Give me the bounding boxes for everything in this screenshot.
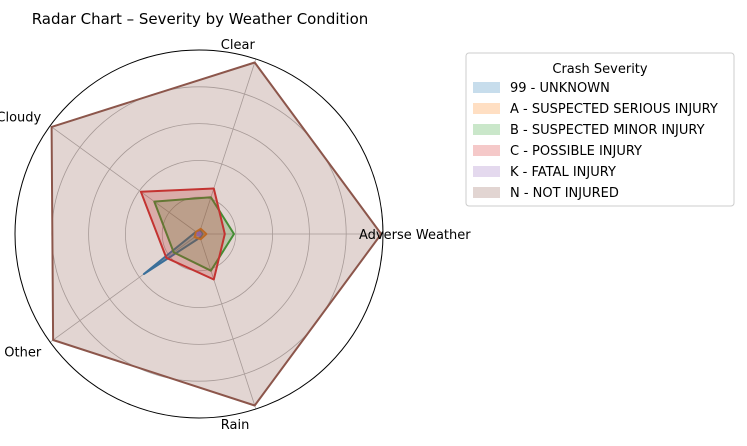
series-line-1 [142, 229, 204, 275]
legend-label-6: N - NOT INJURED [510, 186, 619, 201]
series-line-4 [139, 187, 226, 281]
legend-swatch-2 [473, 103, 500, 114]
legend-label-1: 99 - UNKNOWN [510, 81, 610, 96]
legend-swatch-6 [473, 187, 500, 198]
grid-spoke-5 [198, 233, 257, 410]
legend-title: Crash Severity [552, 62, 648, 77]
series-fill-6 [51, 62, 382, 406]
legend-frame [465, 52, 735, 207]
chart-title: Radar Chart – Severity by Weather Condit… [32, 10, 369, 28]
radar-series [50, 61, 383, 407]
legend: Crash Severity 99 - UNKNOWN A - SUSPECTED… [465, 52, 735, 207]
polar-frame [14, 49, 384, 419]
series-fill-4 [140, 188, 225, 280]
legend-swatch-4 [473, 145, 500, 156]
legend-swatch-3 [473, 124, 500, 135]
series-line-6 [50, 61, 383, 407]
legend-label-5: K - FATAL INJURY [510, 165, 616, 180]
legend-label-3: B - SUSPECTED MINOR INJURY [510, 123, 705, 138]
series-line-2 [193, 227, 208, 241]
legend-swatch-5 [473, 166, 500, 177]
axis-label-2: Clear [221, 38, 256, 53]
legend-label-2: A - SUSPECTED SERIOUS INJURY [510, 102, 718, 117]
legend-items: 99 - UNKNOWN A - SUSPECTED SERIOUS INJURY… [473, 81, 718, 201]
axis-label-4: Other [4, 346, 42, 361]
axis-labels: Adverse Weather Clear Cloudy Other Rain [0, 38, 471, 433]
series-line-5 [196, 231, 202, 237]
axis-label-3: Cloudy [0, 110, 42, 125]
axis-label-1: Adverse Weather [359, 228, 471, 243]
grid-spoke-2 [198, 58, 257, 235]
axis-label-5: Rain [221, 418, 250, 433]
grid-spoke-3 [49, 125, 200, 235]
legend-label-4: C - POSSIBLE INJURY [510, 144, 642, 159]
series-line-3 [153, 196, 235, 272]
legend-swatch-1 [473, 82, 500, 93]
